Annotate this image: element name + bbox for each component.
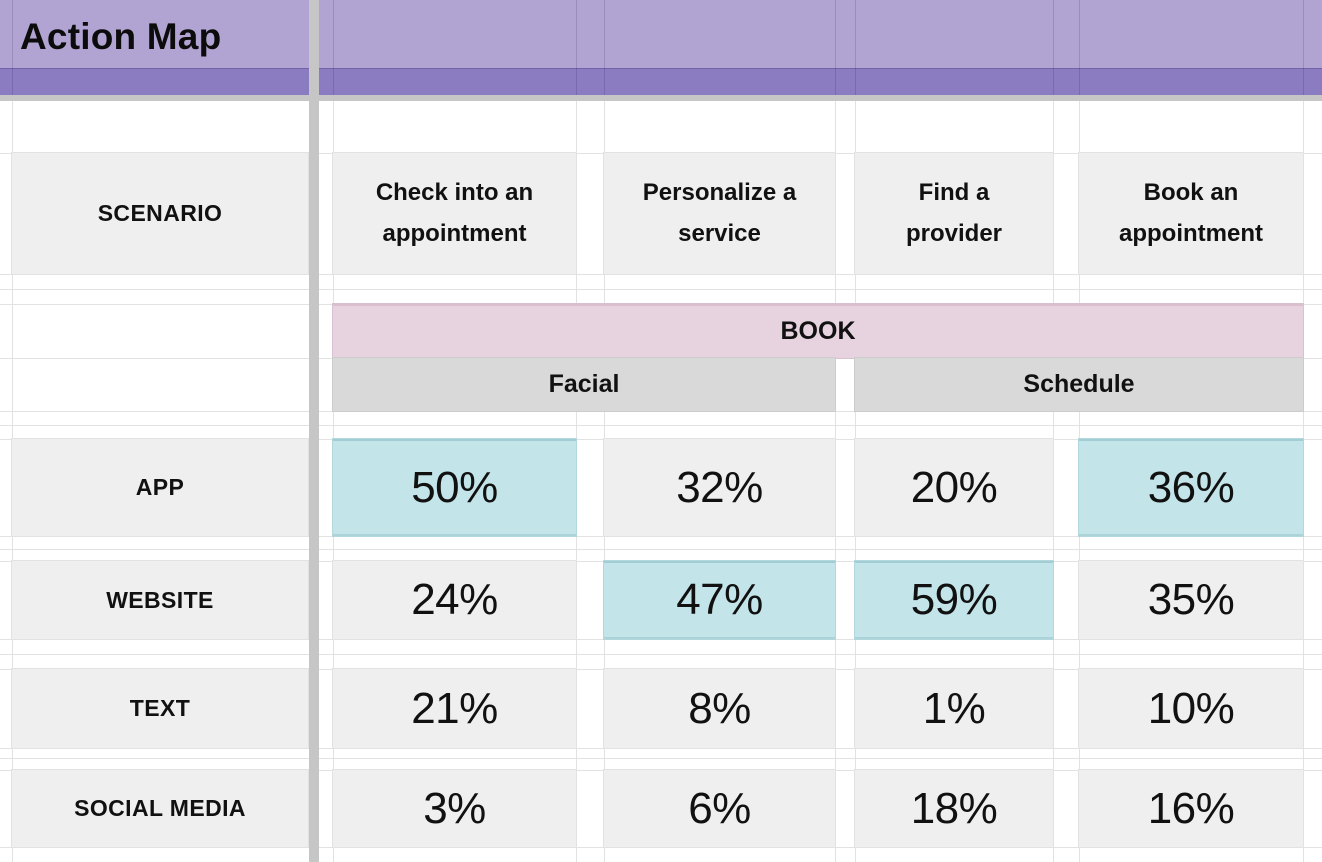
gridline [0, 289, 1322, 290]
gridline [1303, 101, 1304, 862]
data-cell-website-book[interactable]: 35% [1079, 561, 1303, 639]
row-label-social-media[interactable]: SOCIAL MEDIA [12, 770, 308, 847]
data-cell-text-book[interactable]: 10% [1079, 669, 1303, 748]
gridline [0, 639, 1322, 640]
data-cell-app-personalize[interactable]: 32% [604, 439, 835, 536]
column-header-personalize-service[interactable]: Personalize a service [604, 153, 835, 274]
gridline [0, 549, 1322, 550]
data-cell-social-personalize[interactable]: 6% [604, 770, 835, 847]
group-header-book[interactable]: BOOK [333, 304, 1303, 358]
frozen-column-divider[interactable] [309, 0, 319, 862]
row-label-website[interactable]: WEBSITE [12, 561, 308, 639]
data-cell-website-personalize[interactable]: 47% [604, 561, 835, 639]
data-cell-text-personalize[interactable]: 8% [604, 669, 835, 748]
column-header-find-provider[interactable]: Find a provider [855, 153, 1053, 274]
row-label-app[interactable]: APP [12, 439, 308, 536]
data-cell-text-check[interactable]: 21% [333, 669, 576, 748]
column-header-book-appointment[interactable]: Book an appointment [1079, 153, 1303, 274]
gridline [576, 101, 577, 862]
data-cell-social-book[interactable]: 16% [1079, 770, 1303, 847]
gridline [0, 425, 1322, 426]
gridline [0, 536, 1322, 537]
purple-strip-row[interactable] [0, 68, 1322, 95]
gridline [1079, 0, 1080, 95]
data-cell-social-check[interactable]: 3% [333, 770, 576, 847]
gridline [0, 411, 1322, 412]
gridline [0, 847, 1322, 848]
data-cell-app-book[interactable]: 36% [1079, 439, 1303, 536]
gridline [0, 748, 1322, 749]
gridline [0, 274, 1322, 275]
gridline [576, 0, 577, 95]
data-cell-website-check[interactable]: 24% [333, 561, 576, 639]
gridline [604, 0, 605, 95]
gridline [0, 758, 1322, 759]
gridline [0, 654, 1322, 655]
data-cell-app-find[interactable]: 20% [855, 439, 1053, 536]
gridline [835, 0, 836, 95]
subgroup-header-schedule[interactable]: Schedule [855, 358, 1303, 411]
gridline [12, 0, 13, 95]
data-cell-social-find[interactable]: 18% [855, 770, 1053, 847]
scenario-header-cell[interactable]: SCENARIO [12, 153, 308, 274]
subgroup-header-facial[interactable]: Facial [333, 358, 835, 411]
frozen-row-divider[interactable] [0, 95, 1322, 101]
column-header-check-into-appointment[interactable]: Check into an appointment [333, 153, 576, 274]
page-title: Action Map [20, 16, 222, 57]
data-cell-app-check[interactable]: 50% [333, 439, 576, 536]
title-row-band[interactable]: Action Map [0, 0, 1322, 68]
gridline [333, 0, 334, 95]
gridline [835, 101, 836, 862]
gridline [1053, 101, 1054, 862]
data-cell-text-find[interactable]: 1% [855, 669, 1053, 748]
gridline [1303, 0, 1304, 95]
data-cell-website-find[interactable]: 59% [855, 561, 1053, 639]
gridline [855, 0, 856, 95]
row-label-text[interactable]: TEXT [12, 669, 308, 748]
gridline [1053, 0, 1054, 95]
